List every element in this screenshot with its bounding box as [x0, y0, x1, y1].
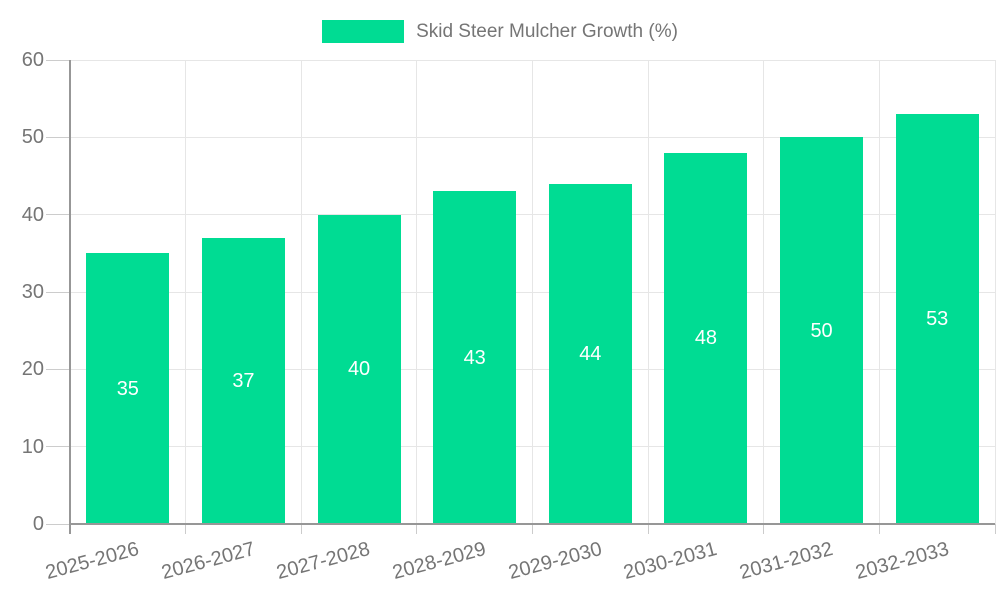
bar-value-label: 40 — [347, 358, 371, 381]
bar-value-label: 43 — [463, 346, 486, 369]
bar-value-label: 35 — [116, 377, 139, 400]
legend[interactable]: Skid Steer Mulcher Growth (%) — [0, 20, 1000, 43]
bar-value-label: 50 — [810, 319, 833, 342]
bar[interactable] — [895, 114, 979, 524]
x-axis-tick-label: 2030-2031 — [621, 538, 720, 585]
bar[interactable] — [780, 137, 864, 524]
x-gridline — [532, 60, 533, 524]
bar[interactable] — [317, 214, 401, 524]
x-axis-tick — [878, 524, 880, 534]
bar[interactable] — [86, 253, 170, 524]
y-axis-tick-label: 30 — [21, 281, 44, 303]
x-axis-tick — [994, 524, 996, 534]
bar[interactable] — [548, 183, 632, 524]
y-axis-tick — [46, 446, 70, 448]
x-axis-tick — [647, 524, 649, 534]
x-gridline — [994, 60, 996, 524]
y-axis-tick-label: 10 — [21, 435, 44, 458]
bar-value-label: 53 — [926, 308, 949, 331]
x-gridline — [300, 60, 302, 524]
x-gridline — [878, 60, 880, 524]
y-axis-tick — [46, 214, 70, 216]
x-axis-tick — [532, 524, 533, 534]
x-axis-tick-label: 2028-2029 — [390, 538, 489, 585]
y-axis-tick-label: 50 — [21, 126, 44, 149]
x-axis-tick — [763, 524, 765, 534]
x-gridline — [647, 60, 649, 524]
x-axis-tick-label: 2031-2032 — [737, 538, 836, 585]
y-axis-line — [69, 60, 71, 534]
y-axis-tick-label: 40 — [21, 203, 44, 226]
bar-value-label: 44 — [579, 342, 602, 365]
y-axis-tick — [46, 368, 70, 370]
x-gridline — [185, 60, 187, 524]
y-axis-tick — [46, 291, 70, 293]
bar-value-label: 48 — [694, 327, 718, 350]
x-axis-tick-label: 2027-2028 — [274, 538, 373, 585]
bar-value-label: 37 — [232, 369, 255, 392]
bar[interactable] — [664, 152, 748, 524]
x-axis-tick-label: 2029-2030 — [505, 538, 605, 585]
x-axis-tick — [416, 524, 418, 534]
y-axis-tick — [46, 59, 70, 61]
bar[interactable] — [201, 237, 285, 524]
x-gridline — [416, 60, 418, 524]
x-axis-tick-label: 2025-2026 — [43, 538, 142, 585]
x-axis-tick-label: 2026-2027 — [159, 538, 258, 585]
y-axis-tick-label: 0 — [32, 513, 44, 535]
x-axis-line — [70, 523, 995, 525]
x-axis-tick — [300, 524, 302, 534]
y-axis-tick-label: 20 — [21, 358, 44, 381]
y-axis-tick — [46, 136, 70, 138]
y-axis-tick — [46, 523, 70, 525]
bar[interactable] — [433, 191, 517, 524]
legend-swatch — [322, 20, 405, 43]
x-gridline — [763, 60, 765, 524]
x-axis-tick-label: 2032-2033 — [852, 538, 951, 585]
x-axis-tick — [185, 524, 187, 534]
legend-label: Skid Steer Mulcher Growth (%) — [416, 20, 678, 42]
y-axis-tick-label: 60 — [21, 49, 44, 71]
